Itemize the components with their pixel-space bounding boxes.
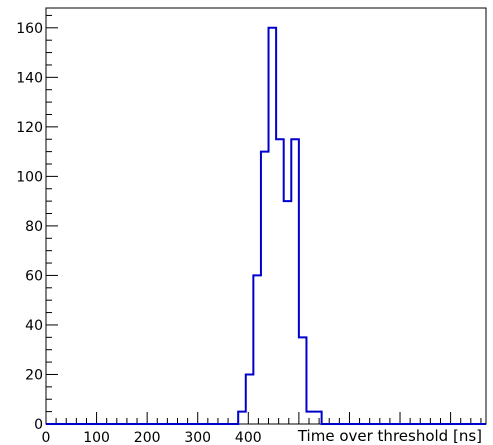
x-axis-title: Time over threshold [ns] xyxy=(297,427,482,445)
y-tick-label: 60 xyxy=(25,268,43,284)
x-tick-label: 100 xyxy=(83,430,110,445)
y-tick-label: 80 xyxy=(25,219,43,235)
y-tick-label: 100 xyxy=(16,169,43,185)
y-tick-label: 160 xyxy=(16,21,43,37)
x-tick-label: 0 xyxy=(42,430,51,445)
y-tick-label: 40 xyxy=(25,318,43,334)
x-tick-label: 200 xyxy=(134,430,161,445)
y-tick-label: 140 xyxy=(16,70,43,86)
plot-frame xyxy=(45,7,487,425)
y-tick-label: 120 xyxy=(16,120,43,136)
x-tick-label: 300 xyxy=(184,430,211,445)
x-tick-label: 400 xyxy=(235,430,262,445)
y-tick-label: 0 xyxy=(34,417,43,433)
histogram-line xyxy=(46,26,486,425)
y-tick-label: 20 xyxy=(25,367,43,383)
